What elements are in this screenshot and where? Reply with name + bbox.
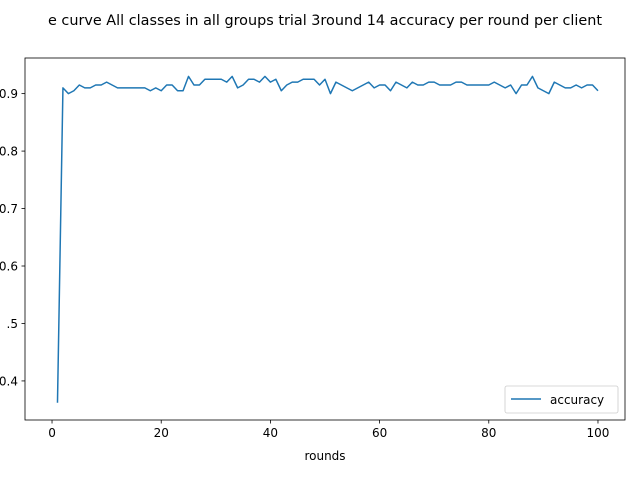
x-tick-label: 40 (263, 426, 278, 440)
plot-area (56, 75, 599, 403)
y-tick-label: 0.4 (0, 374, 18, 388)
x-tick-label: 20 (154, 426, 169, 440)
chart-title: e curve All classes in all groups trial … (48, 13, 602, 29)
y-tick-label: 0.7 (0, 202, 18, 216)
legend-box (504, 385, 619, 414)
y-tick-label: .5 (7, 317, 18, 331)
x-tick-label: 0 (48, 426, 56, 440)
y-axis: 0.4 .5 0.6 0.7 0.8 0.9 (0, 87, 25, 388)
x-axis: 0 20 40 60 80 100 (48, 420, 609, 440)
x-tick-label: 80 (481, 426, 496, 440)
y-tick-label: 0.9 (0, 87, 18, 101)
y-tick-label: 0.6 (0, 260, 18, 274)
legend: accuracy (504, 385, 619, 414)
axes-frame (24, 57, 626, 421)
x-tick-label: 60 (372, 426, 387, 440)
x-axis-label: rounds (304, 449, 345, 463)
y-tick-label: 0.8 (0, 145, 18, 159)
x-tick-label: 100 (587, 426, 610, 440)
legend-label: accuracy (550, 393, 604, 407)
series-line-0 (56, 75, 599, 403)
